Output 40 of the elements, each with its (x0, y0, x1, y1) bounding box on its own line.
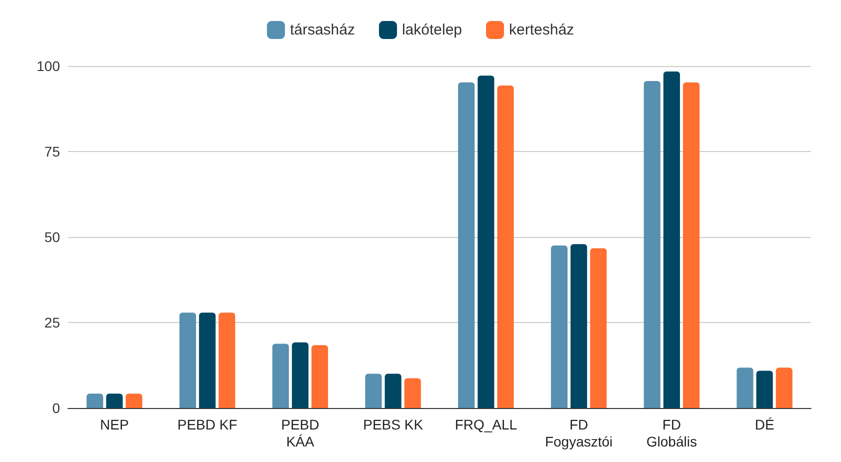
bar (570, 244, 588, 408)
y-tick-label: 50 (44, 229, 60, 245)
x-tick-label: FD Fogyasztói (544, 416, 613, 450)
x-tick-label: NEP (100, 416, 129, 432)
bar (776, 368, 792, 408)
bar (478, 76, 494, 408)
bar (365, 374, 382, 408)
legend-label: kertesház (509, 22, 574, 38)
x-tick-label: PEBS KK (363, 416, 424, 432)
bar (126, 394, 142, 408)
bar (550, 246, 568, 408)
bar (179, 312, 196, 408)
bar (458, 82, 475, 408)
bar (756, 370, 773, 408)
y-tick-label: 25 (44, 314, 60, 330)
x-tick-label: DÉ (754, 416, 774, 432)
bar (292, 342, 308, 408)
y-tick-label: 0 (52, 400, 60, 416)
bar (663, 71, 680, 408)
bar (644, 81, 660, 408)
bar (86, 394, 104, 408)
bar (590, 248, 607, 408)
bar (384, 374, 402, 408)
x-tick-label: PEBD KÁA (281, 416, 320, 450)
bar (736, 368, 754, 408)
bar (497, 85, 514, 408)
bar (272, 344, 289, 408)
bar (199, 312, 216, 408)
legend-label: lakótelep (402, 22, 462, 38)
y-tick-label: 100 (36, 58, 60, 74)
bar (106, 394, 123, 408)
bar (311, 345, 328, 408)
bar (404, 378, 421, 408)
x-tick-label: FRQ_ALL (454, 416, 518, 432)
bar (682, 82, 700, 408)
legend-label: társasház (290, 22, 355, 38)
x-tick-label: FD Globális (646, 416, 697, 450)
bar (218, 312, 236, 408)
x-tick-label: PEBD KF (177, 416, 238, 432)
y-tick-label: 75 (44, 144, 60, 160)
